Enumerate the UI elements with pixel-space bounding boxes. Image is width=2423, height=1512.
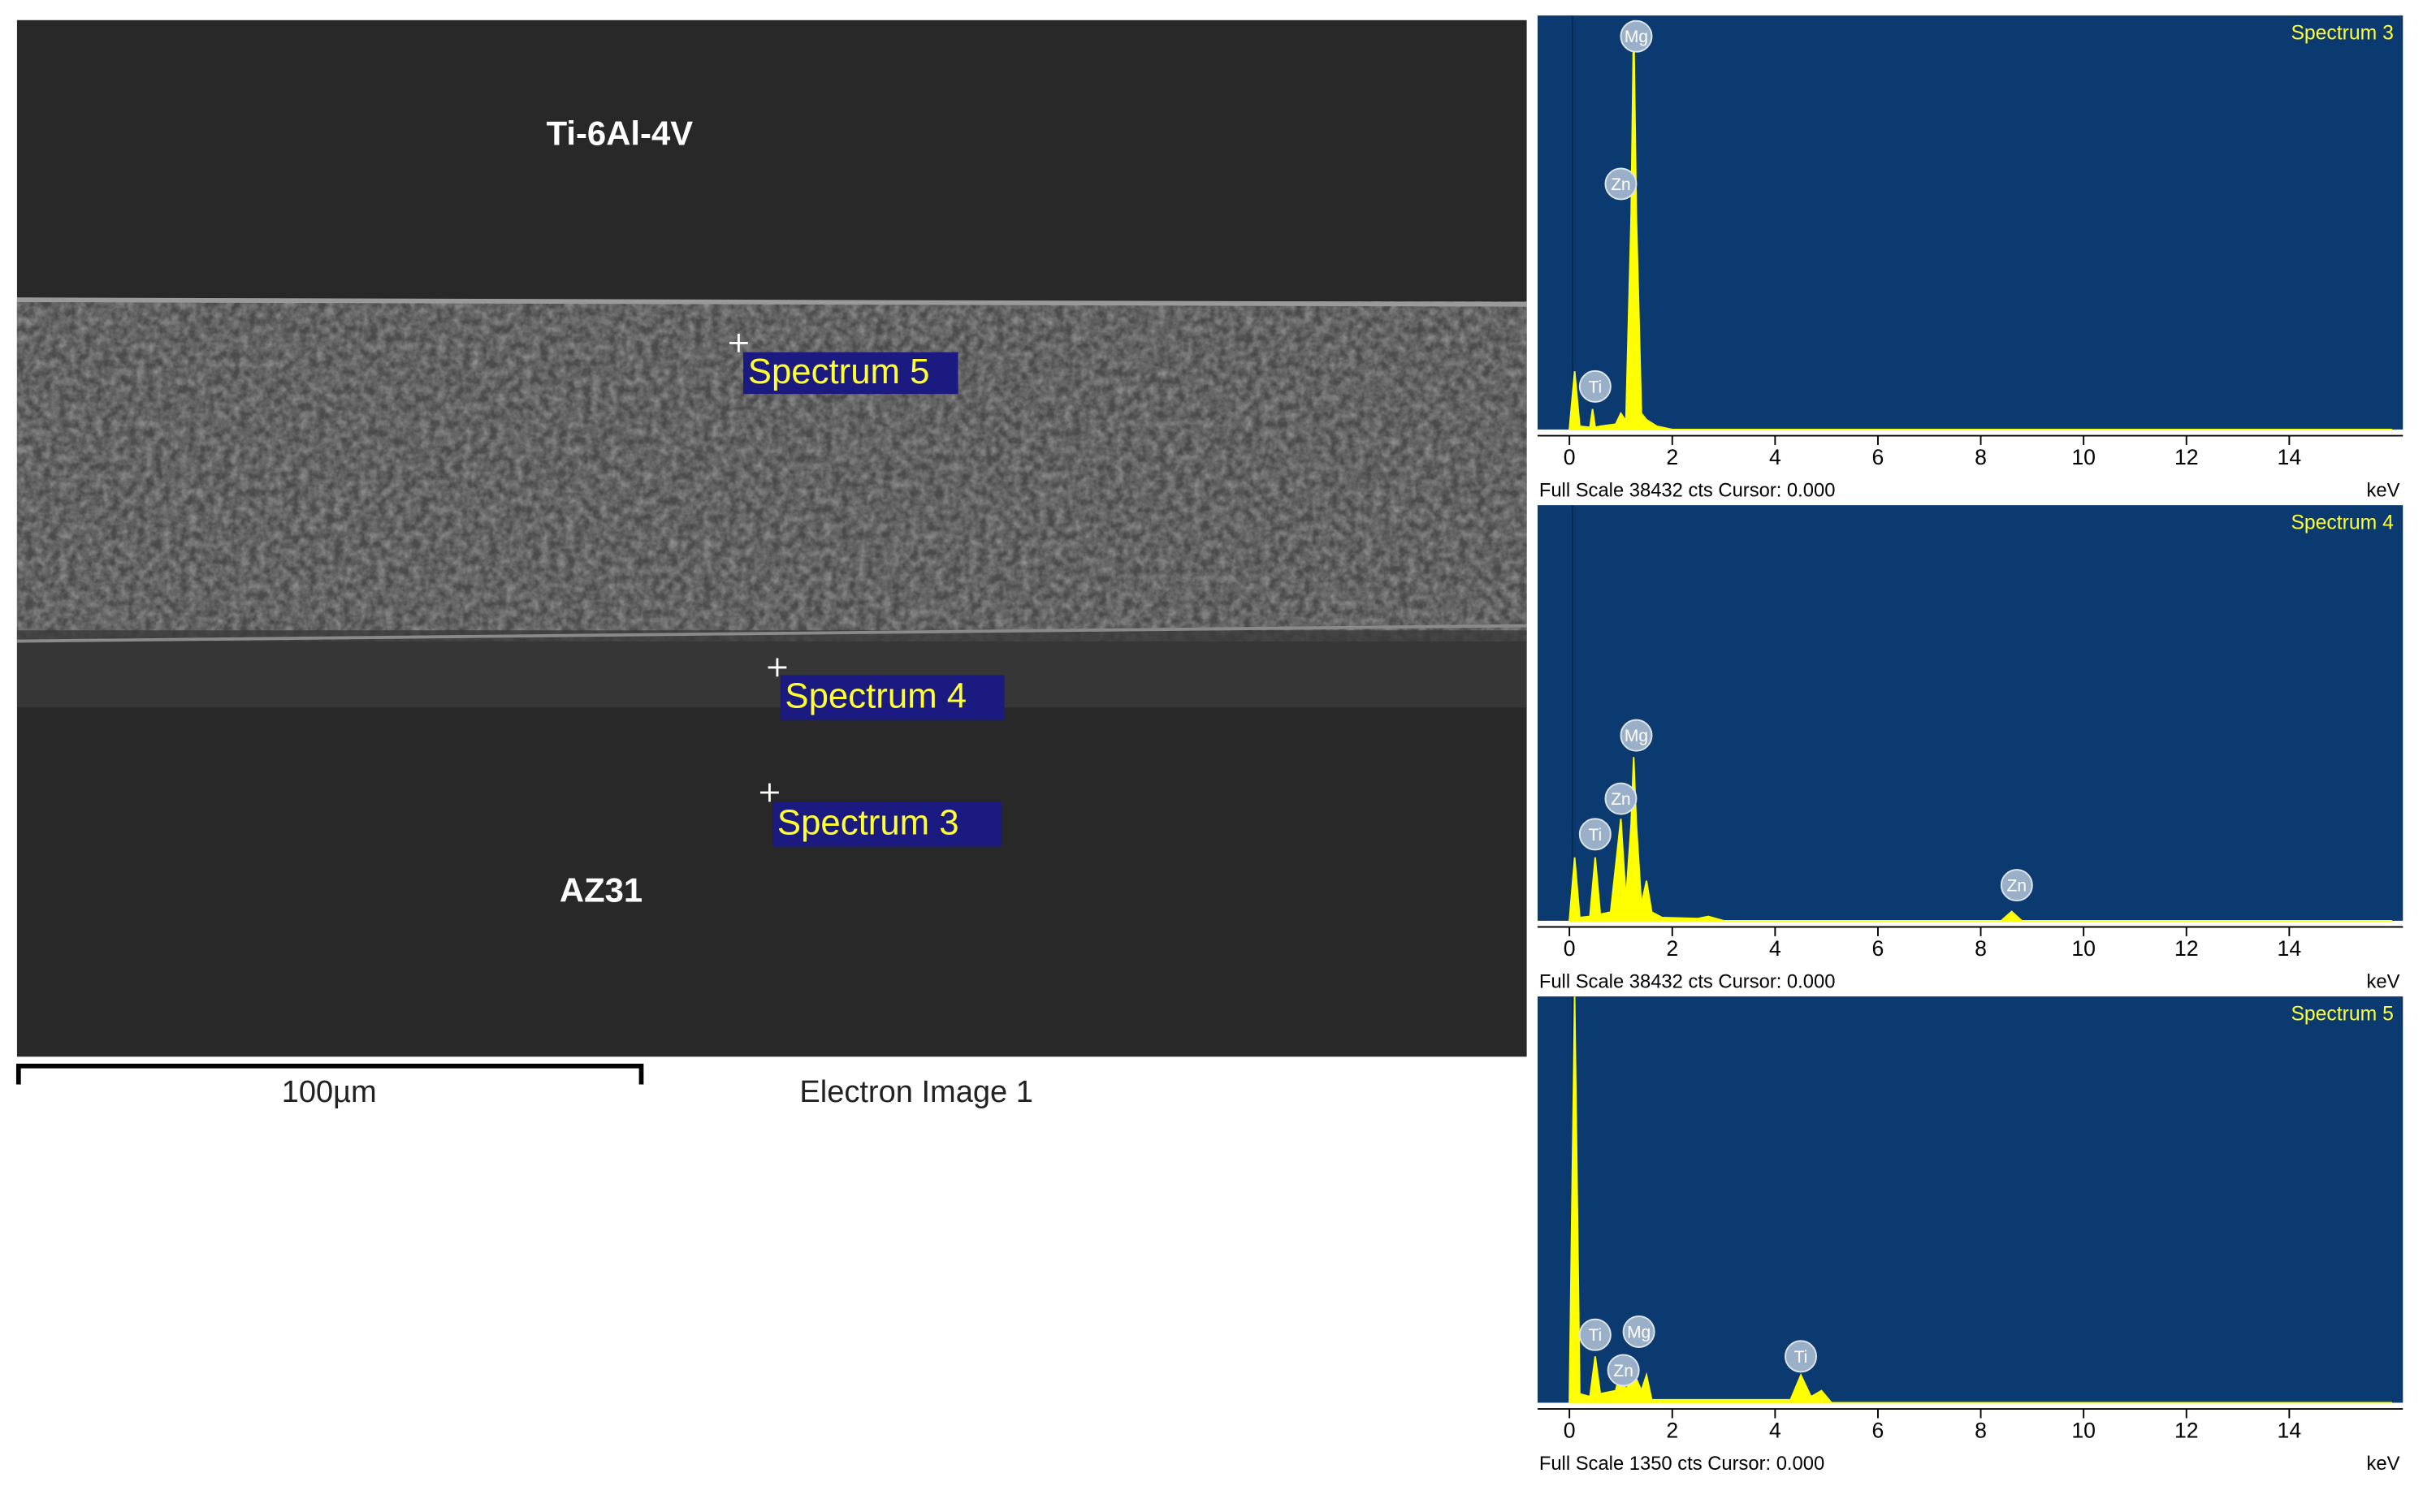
x-unit: keV <box>2367 479 2400 501</box>
spectrum-background <box>1537 996 2404 1403</box>
peak-label: Ti <box>1588 826 1602 845</box>
x-unit: keV <box>2367 1453 2400 1475</box>
peak-label: Mg <box>1625 727 1648 745</box>
x-unit: keV <box>2367 970 2400 992</box>
peak-label: Zn <box>1611 790 1630 809</box>
peak-label: Mg <box>1627 1323 1651 1341</box>
spectrum-title: Spectrum 5 <box>2291 1003 2393 1025</box>
peak-marker <box>1620 19 1653 53</box>
x-tick-label: 8 <box>1975 445 1987 469</box>
substrate-label: Ti-6Al-4V <box>547 114 694 153</box>
peak-label: Zn <box>2007 877 2027 896</box>
peak-marker <box>1604 782 1638 815</box>
peak-marker <box>1578 1318 1612 1351</box>
x-tick-label: 12 <box>2174 1419 2199 1443</box>
x-tick-label: 10 <box>2071 445 2096 469</box>
peak-marker <box>2000 869 2033 902</box>
x-tick-label: 2 <box>1666 936 1678 961</box>
spectrum-background <box>1537 505 2404 921</box>
reaction-zone <box>16 630 1527 708</box>
image-caption: Electron Image 1 <box>799 1075 1033 1109</box>
peak-marker <box>1622 1315 1655 1348</box>
peak-marker <box>1785 1340 1817 1373</box>
x-tick-label: 4 <box>1769 445 1781 469</box>
interface-top <box>16 297 1527 307</box>
x-tick-label: 12 <box>2174 445 2199 469</box>
x-tick-label: 10 <box>2071 1419 2096 1443</box>
peak-label: Mg <box>1625 28 1648 46</box>
peak-marker <box>1578 369 1612 403</box>
marker-box <box>780 675 1005 720</box>
x-tick-label: 0 <box>1564 445 1576 469</box>
peak-marker <box>1604 167 1638 201</box>
x-tick-label: 10 <box>2071 936 2096 961</box>
x-tick-label: 8 <box>1975 1419 1987 1443</box>
spectrum-footer: Full Scale 38432 cts Cursor: 0.000 <box>1539 970 1836 992</box>
peak-label: Ti <box>1588 1326 1602 1345</box>
interface-bottom <box>16 624 1527 643</box>
peak-marker <box>1578 818 1612 851</box>
peak-label: Zn <box>1611 175 1630 194</box>
x-tick-label: 12 <box>2174 936 2199 961</box>
spectrum-marker: Spectrum 4 <box>785 676 967 716</box>
x-tick-label: 14 <box>2278 936 2302 961</box>
peak-label: Zn <box>1613 1362 1633 1380</box>
peak-marker <box>1620 719 1653 752</box>
spectrum-title: Spectrum 3 <box>2291 22 2393 44</box>
spectrum-marker: Spectrum 3 <box>777 803 959 843</box>
spectrum-marker: Spectrum 5 <box>748 352 930 391</box>
x-tick-label: 14 <box>2278 1419 2302 1443</box>
peak-label: Ti <box>1794 1348 1808 1367</box>
x-tick-label: 6 <box>1872 1419 1884 1443</box>
spectrum-area <box>1568 757 2392 922</box>
spectrum-footer: Full Scale 1350 cts Cursor: 0.000 <box>1539 1453 1824 1475</box>
x-tick-label: 14 <box>2278 445 2302 469</box>
markers-crosses <box>729 333 787 802</box>
x-tick-label: 2 <box>1666 1419 1678 1443</box>
spectrum-area <box>1568 19 2392 430</box>
scale-bar-label: 100µm <box>282 1075 377 1109</box>
x-tick-label: 0 <box>1564 936 1576 961</box>
spectrum-background <box>1537 15 2404 430</box>
sem-image: Ti-6Al-4V AZ31 Spectrum 5 Spectrum 4 Spe… <box>16 19 1527 1057</box>
scale-bar <box>15 1063 644 1085</box>
x-tick-label: 0 <box>1564 1419 1576 1443</box>
marker-box <box>772 801 1002 847</box>
marker-box <box>743 352 958 395</box>
x-tick-label: 4 <box>1769 936 1781 961</box>
x-tick-label: 6 <box>1872 936 1884 961</box>
marker-cross <box>729 333 787 802</box>
substrate-label: AZ31 <box>560 871 643 909</box>
peak-label: Ti <box>1588 378 1602 396</box>
spectrum-footer: Full Scale 38432 cts Cursor: 0.000 <box>1539 479 1836 501</box>
x-tick-label: 2 <box>1666 445 1678 469</box>
peak-marker <box>1607 1354 1640 1387</box>
x-tick-label: 8 <box>1975 936 1987 961</box>
x-tick-label: 6 <box>1872 445 1884 469</box>
spectrum-title: Spectrum 4 <box>2291 512 2394 534</box>
x-tick-label: 4 <box>1769 1419 1781 1443</box>
